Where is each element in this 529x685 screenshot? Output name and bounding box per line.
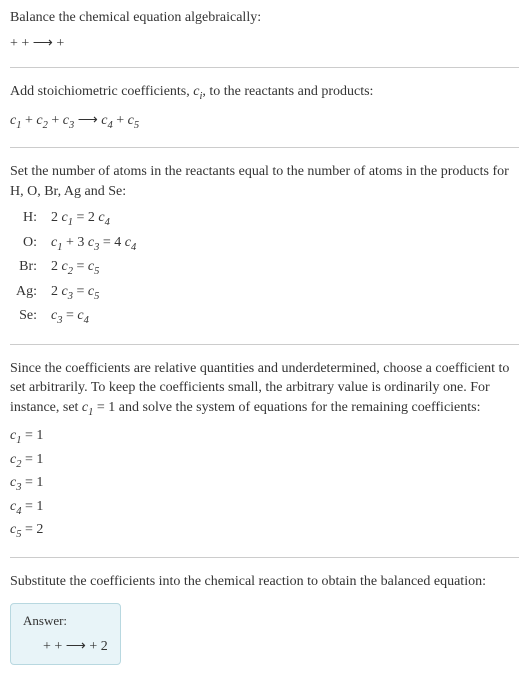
coef-intro: Add stoichiometric coefficients, ci, to … <box>10 82 519 104</box>
coef-value: c5 = 2 <box>10 520 519 542</box>
divider <box>10 147 519 148</box>
atom-intro: Set the number of atoms in the reactants… <box>10 162 519 201</box>
solve-intro: Since the coefficients are relative quan… <box>10 359 519 421</box>
atom-label: O: <box>10 232 45 256</box>
section-atom-equations: Set the number of atoms in the reactants… <box>10 162 519 330</box>
text: = 1 and solve the system of equations fo… <box>93 400 480 415</box>
atom-equation: 2 c2 = c5 <box>45 256 142 280</box>
atom-label: H: <box>10 207 45 231</box>
atom-row: H:2 c1 = 2 c4 <box>10 207 142 231</box>
atom-equation: 2 c1 = 2 c4 <box>45 207 142 231</box>
problem-statement: Balance the chemical equation algebraica… <box>10 8 519 28</box>
section-coefficients: Add stoichiometric coefficients, ci, to … <box>10 82 519 133</box>
text: , to the reactants and products: <box>202 84 373 99</box>
atom-equation: c1 + 3 c3 = 4 c4 <box>45 232 142 256</box>
answer-equation: + + ⟶ + 2 <box>23 637 108 657</box>
op: + <box>21 113 36 128</box>
coef-value: c2 = 1 <box>10 450 519 472</box>
section-problem: Balance the chemical equation algebraica… <box>10 8 519 53</box>
divider <box>10 557 519 558</box>
divider <box>10 344 519 345</box>
atom-row: Br:2 c2 = c5 <box>10 256 142 280</box>
atom-label: Ag: <box>10 281 45 305</box>
answer-box: Answer: + + ⟶ + 2 <box>10 603 121 665</box>
atom-row: Se:c3 = c4 <box>10 305 142 329</box>
coef-value: c4 = 1 <box>10 497 519 519</box>
answer-label: Answer: <box>23 612 108 630</box>
atom-label: Se: <box>10 305 45 329</box>
unbalanced-equation: + + ⟶ + <box>10 34 519 54</box>
atom-equation: c3 = c4 <box>45 305 142 329</box>
arrow: ⟶ <box>74 113 101 128</box>
coef-value: c3 = 1 <box>10 473 519 495</box>
op: + <box>113 113 128 128</box>
atom-label: Br: <box>10 256 45 280</box>
atom-equation: 2 c3 = c5 <box>45 281 142 305</box>
section-solve: Since the coefficients are relative quan… <box>10 359 519 543</box>
atom-row: Ag:2 c3 = c5 <box>10 281 142 305</box>
atom-row: O:c1 + 3 c3 = 4 c4 <box>10 232 142 256</box>
coef-list: c1 = 1c2 = 1c3 = 1c4 = 1c5 = 2 <box>10 426 519 542</box>
text: Add stoichiometric coefficients, <box>10 84 193 99</box>
section-answer: Substitute the coefficients into the che… <box>10 572 519 665</box>
answer-intro: Substitute the coefficients into the che… <box>10 572 519 592</box>
coef-value: c1 = 1 <box>10 426 519 448</box>
coef-equation: c1 + c2 + c3 ⟶ c4 + c5 <box>10 111 519 133</box>
atom-table: H:2 c1 = 2 c4O:c1 + 3 c3 = 4 c4Br:2 c2 =… <box>10 207 142 329</box>
divider <box>10 67 519 68</box>
op: + <box>48 113 63 128</box>
sub: 5 <box>134 119 139 130</box>
